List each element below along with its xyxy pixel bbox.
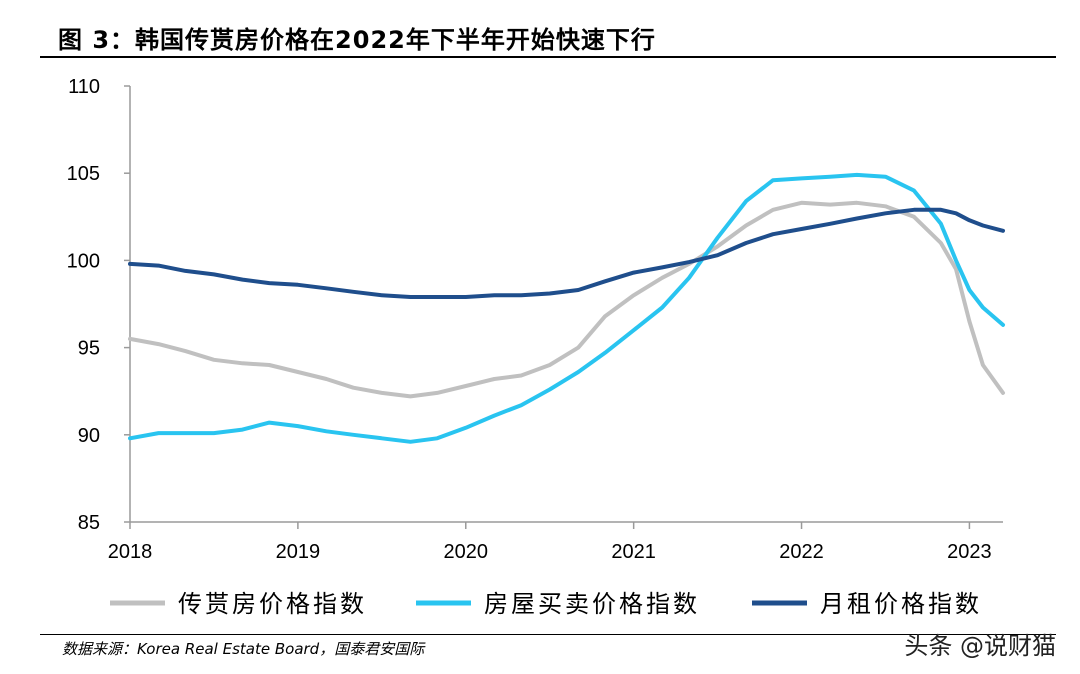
series-line-2 [128, 172, 1005, 444]
chart-axes: 85 90 95 100 105 110 2018 2019 2020 2021 2022 2023 [67, 76, 1003, 563]
y-tick-label: 85 [78, 512, 100, 534]
series-line-1 [128, 200, 1005, 399]
x-tick-label: 2022 [779, 541, 824, 563]
x-tick-label: 2021 [611, 541, 656, 563]
x-tick-label: 2023 [947, 541, 992, 563]
y-tick-label: 110 [68, 76, 100, 98]
source-note: 数据来源：Korea Real Estate Board，国泰君安国际 [62, 640, 425, 658]
legend-label-1: 传贳房价格指数 [178, 590, 367, 618]
series-line-3 [128, 207, 1005, 299]
chart-legend: 传贳房价格指数 房屋买卖价格指数 月租价格指数 [110, 590, 982, 618]
x-tick-label: 2018 [108, 541, 153, 563]
y-tick-label: 105 [67, 163, 100, 185]
chart-series-layer [128, 172, 1005, 444]
title-divider [40, 56, 1056, 58]
legend-label-2: 房屋买卖价格指数 [484, 590, 700, 618]
watermark-text: 头条 @说财猫 [904, 632, 1056, 660]
y-tick-label: 90 [78, 425, 100, 447]
x-tick-label: 2020 [444, 541, 489, 563]
source-divider [40, 634, 1056, 635]
legend-label-3: 月租价格指数 [820, 590, 982, 618]
figure-title: 图 3：韩国传贳房价格在2022年下半年开始快速下行 [58, 26, 656, 54]
y-tick-label: 100 [67, 250, 100, 272]
y-tick-label: 95 [78, 338, 100, 360]
x-tick-label: 2019 [276, 541, 321, 563]
